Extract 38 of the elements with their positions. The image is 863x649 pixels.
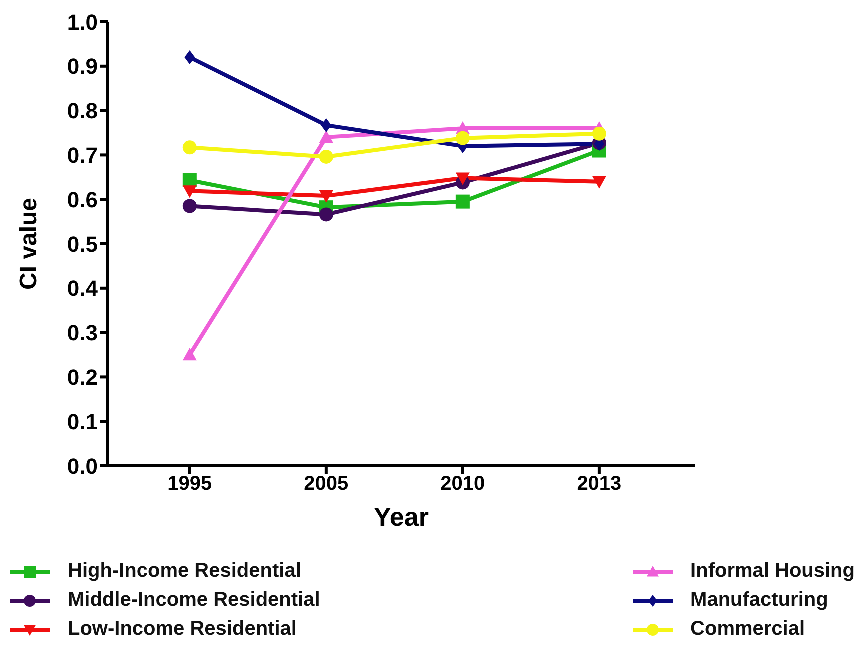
- legend-label: Informal Housing: [690, 560, 855, 583]
- legend-label: Manufacturing: [690, 589, 828, 612]
- legend-label: Low-Income Residential: [68, 618, 297, 641]
- y-tick-label: 0.8: [67, 98, 98, 124]
- y-tick-label: 0.2: [67, 365, 98, 390]
- legend-label: Commercial: [690, 618, 806, 641]
- point: [182, 140, 197, 155]
- y-tick-label: 0.1: [67, 409, 98, 434]
- y-tick-label: 0.3: [67, 320, 98, 346]
- point: [182, 199, 197, 214]
- point: [319, 150, 334, 164]
- y-tick-label: 0.7: [67, 143, 98, 168]
- y-tick-label: 0.9: [67, 54, 98, 80]
- legend-label: High-Income Residential: [68, 560, 302, 583]
- point: [319, 208, 334, 222]
- point: [182, 348, 197, 361]
- point: [319, 130, 334, 144]
- point: [321, 118, 332, 132]
- x-tick-label: 2005: [304, 473, 349, 496]
- x-tick-label: 1995: [168, 473, 212, 496]
- point: [182, 186, 197, 198]
- y-tick-label: 0.0: [67, 454, 98, 479]
- point: [184, 50, 196, 65]
- y-tick-label: 0.5: [67, 232, 98, 257]
- y-tick-label: 0.6: [67, 187, 98, 212]
- y-axis-title: CI value: [16, 198, 43, 290]
- x-tick-label: 2013: [577, 473, 622, 496]
- y-tick-label: 0.4: [67, 276, 99, 302]
- point: [456, 194, 470, 209]
- point: [456, 131, 470, 146]
- point: [319, 190, 334, 204]
- x-tick-label: 2010: [440, 473, 486, 496]
- point: [456, 172, 470, 186]
- x-axis-title: Year: [374, 502, 429, 532]
- point: [592, 126, 606, 141]
- point: [592, 176, 606, 189]
- y-tick-label: 1.0: [67, 10, 98, 35]
- legend-label: Middle-Income Residential: [68, 589, 320, 612]
